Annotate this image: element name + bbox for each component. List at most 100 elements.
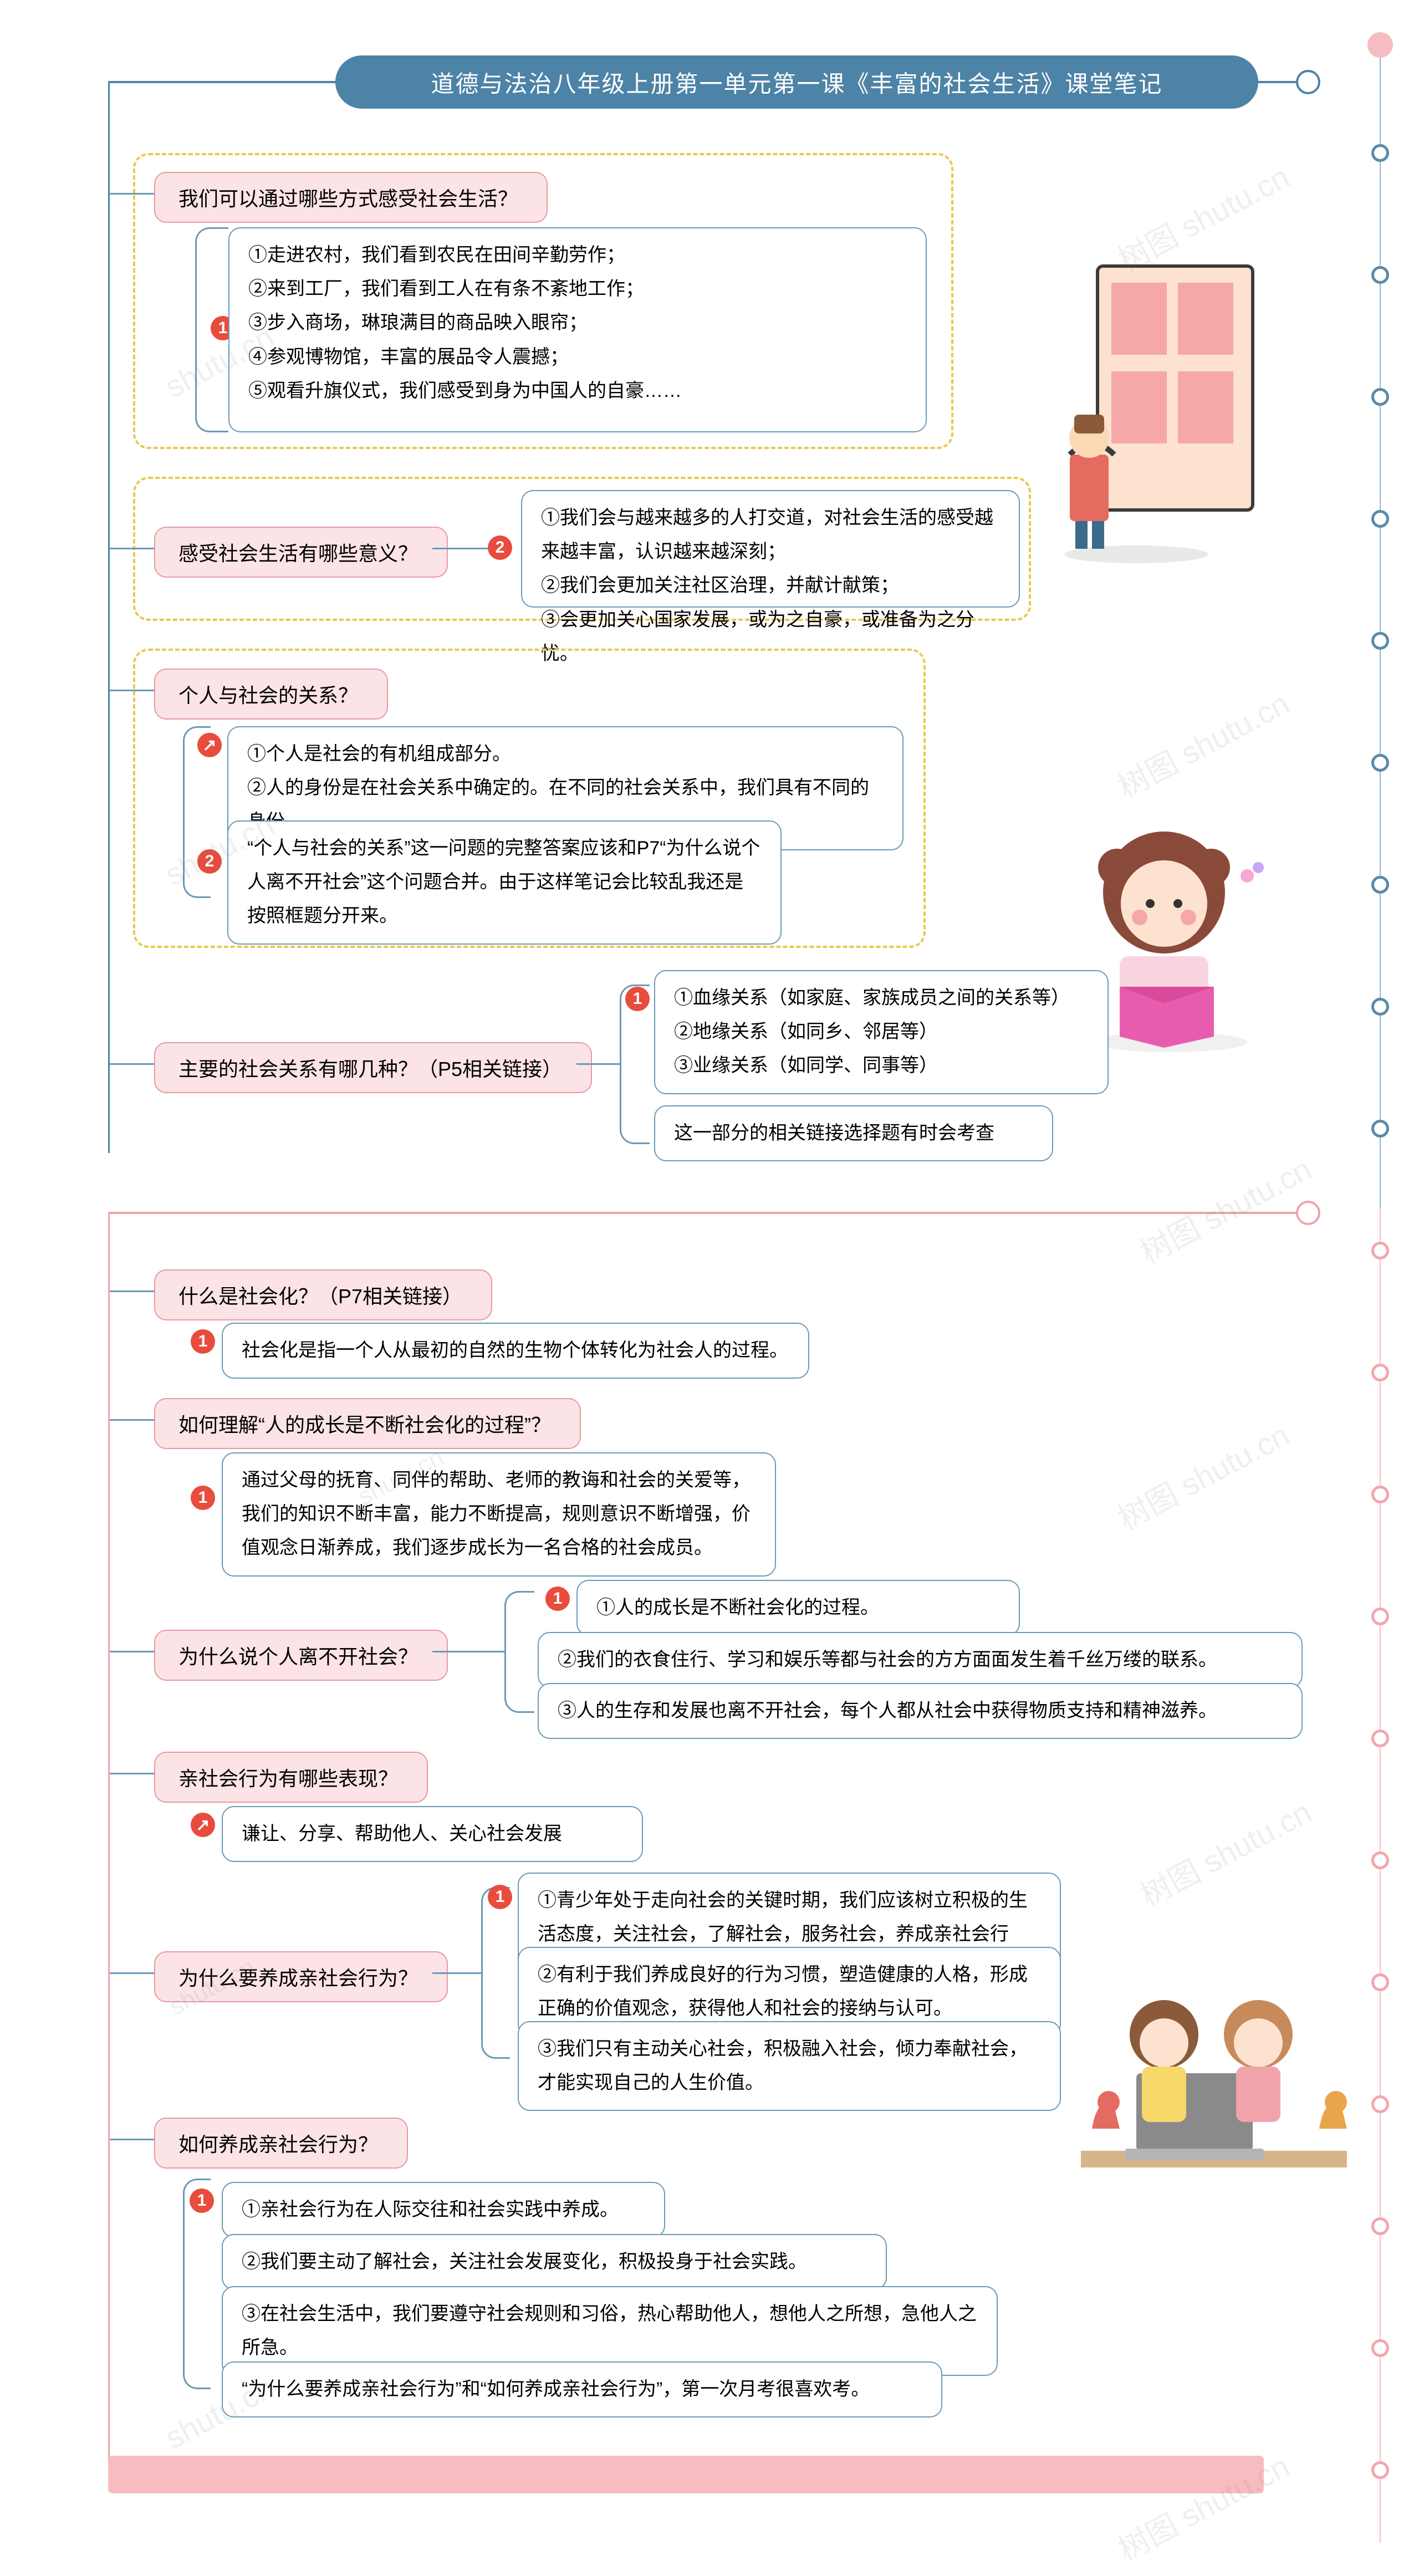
timeline-dot <box>1371 1486 1389 1503</box>
question-text: 为什么要养成亲社会行为？ <box>178 1967 418 1990</box>
answer-box: 谦让、分享、帮助他人、关心社会发展 <box>222 1806 643 1862</box>
answer-box: 通过父母的抚育、同伴的帮助、老师的教诲和社会的关爱等，我们的知识不断丰富，能力不… <box>222 1452 776 1577</box>
answer-line: ③在社会生活中，我们要遵守社会规则和习俗，热心帮助他人，想他人之所想，急他人之所… <box>242 2303 977 2358</box>
answer-line: “个人与社会的关系”这一问题的完整答案应该和P7“为什么说个人离不开社会”这个问… <box>247 838 760 926</box>
badge-number: 1 <box>191 1486 215 1510</box>
timeline-dot <box>1371 876 1389 894</box>
question-text: 亲社会行为有哪些表现？ <box>178 1767 398 1790</box>
question-pill: 为什么要养成亲社会行为？ <box>154 1951 448 2002</box>
question-text: 如何理解“人的成长是不断社会化的过程”？ <box>178 1414 551 1436</box>
answer-line: ①人的成长是不断社会化的过程。 <box>596 1597 879 1618</box>
connector <box>110 1651 154 1652</box>
answer-line: 这一部分的相关链接选择题有时会考查 <box>674 1123 994 1144</box>
answer-line: ④参观博物馆，丰富的展品令人震撼； <box>248 340 907 374</box>
badge-number: 2 <box>488 535 512 560</box>
mindmap-canvas: 道德与法治八年级上册第一单元第一课《丰富的社会生活》课堂笔记 我们可以通过哪些方… <box>0 0 1419 2576</box>
answer-line: ⑤观看升旗仪式，我们感受到身为中国人的自豪…… <box>248 374 907 408</box>
connector <box>110 1419 154 1421</box>
illustration-book-boy <box>1037 244 1303 565</box>
answer-box: ①走进农村，我们看到农民在田间辛勤劳作； ②来到工厂，我们看到工人在有条不紊地工… <box>228 227 927 432</box>
answer-line: ②有利于我们养成良好的行为习惯，塑造健康的人格，形成正确的价值观念，获得他人和社… <box>538 1964 1028 2019</box>
answer-line: ③业缘关系（如同学、同事等） <box>674 1049 1089 1083</box>
answer-box: ③我们只有主动关心社会，积极融入社会，倾力奉献社会，才能实现自己的人生价值。 <box>518 2021 1061 2111</box>
connector <box>110 2139 154 2140</box>
watermark: 树图 shutu.cn <box>1109 679 1297 807</box>
connector <box>432 1972 482 1974</box>
question-pill: 主要的社会关系有哪几种？（P5相关链接） <box>154 1042 592 1093</box>
question-pill: 亲社会行为有哪些表现？ <box>154 1752 428 1803</box>
answer-line: ①亲社会行为在人际交往和社会实践中养成。 <box>242 2199 619 2220</box>
question-text: 感受社会生活有哪些意义？ <box>178 542 418 565</box>
question-pill: 为什么说个人离不开社会？ <box>154 1630 448 1681</box>
timeline-dot <box>1371 2095 1389 2113</box>
timeline-dot <box>1371 2217 1389 2235</box>
answer-box: ①亲社会行为在人际交往和社会实践中养成。 <box>222 2182 665 2238</box>
answer-line: ③人的生存和发展也离不开社会，每个人都从社会中获得物质支持和精神滋养。 <box>558 1700 1217 1721</box>
answer-box: ②我们的衣食住行、学习和娱乐等都与社会的方方面面发生着千丝万缕的联系。 <box>538 1632 1303 1688</box>
connector <box>576 1063 621 1065</box>
timeline-dot <box>1371 510 1389 528</box>
timeline-dot <box>1371 1608 1389 1625</box>
question-text: 主要的社会关系有哪几种？（P5相关链接） <box>178 1058 562 1080</box>
connector <box>110 1290 154 1292</box>
badge-number: 2 <box>197 849 222 874</box>
answer-box: 社会化是指一个人从最初的自然的生物个体转化为社会人的过程。 <box>222 1323 809 1379</box>
answer-line: ①血缘关系（如家庭、家族成员之间的关系等） <box>674 981 1089 1015</box>
bottom-pink-bar <box>108 2456 1264 2493</box>
timeline-dot <box>1371 2461 1389 2479</box>
timeline-dot <box>1371 144 1389 162</box>
answer-box: ③人的生存和发展也离不开社会，每个人都从社会中获得物质支持和精神滋养。 <box>538 1683 1303 1739</box>
illustration-kids-laptop <box>1070 1962 1358 2217</box>
question-pill: 我们可以通过哪些方式感受社会生活？ <box>154 172 548 223</box>
answer-line: ③步入商场，琳琅满目的商品映入眼帘； <box>248 306 907 340</box>
answer-note-box: “个人与社会的关系”这一问题的完整答案应该和P7“为什么说个人离不开社会”这个问… <box>227 820 782 945</box>
timeline-dot <box>1371 2339 1389 2357</box>
answer-box: ①人的成长是不断社会化的过程。 <box>576 1580 1020 1636</box>
question-text: 个人与社会的关系？ <box>178 684 358 707</box>
title-bar-pink <box>108 1185 1308 1241</box>
badge-number: 1 <box>190 2189 214 2213</box>
connector <box>432 548 488 549</box>
question-pill: 如何养成亲社会行为？ <box>154 2118 408 2169</box>
answer-line: “为什么要养成亲社会行为”和“如何养成亲社会行为”，第一次月考很喜欢考。 <box>242 2379 870 2400</box>
answer-line: ①走进农村，我们看到农民在田间辛勤劳作； <box>248 238 907 272</box>
connector <box>110 548 154 549</box>
timeline-dot <box>1371 388 1389 406</box>
timeline-dot <box>1371 1120 1389 1137</box>
watermark: 树图 shutu.cn <box>1109 1411 1297 1539</box>
timeline-dot <box>1371 632 1389 650</box>
answer-line: 社会化是指一个人从最初的自然的生物个体转化为社会人的过程。 <box>242 1340 788 1361</box>
badge-arrow-icon: ↗ <box>197 733 222 757</box>
right-timeline <box>1379 44 1381 2543</box>
timeline-dot <box>1371 754 1389 772</box>
question-pill: 如何理解“人的成长是不断社会化的过程”？ <box>154 1398 581 1449</box>
question-text: 什么是社会化？（P7相关链接） <box>178 1285 462 1308</box>
spine-pink <box>108 1214 110 2478</box>
connector <box>110 1063 154 1065</box>
badge-number: 1 <box>625 987 650 1011</box>
title-text: 道德与法治八年级上册第一单元第一课《丰富的社会生活》课堂笔记 <box>335 55 1258 109</box>
timeline-dot <box>1371 1851 1389 1869</box>
answer-line: 谦让、分享、帮助他人、关心社会发展 <box>242 1823 562 1844</box>
watermark: 树图 shutu.cn <box>1131 1788 1319 1916</box>
connector <box>432 1651 504 1652</box>
answer-line: ②地缘关系（如同乡、邻居等） <box>674 1015 1089 1049</box>
connector <box>110 1773 154 1774</box>
answer-line: ③我们只有主动关心社会，积极融入社会，倾力奉献社会，才能实现自己的人生价值。 <box>538 2038 1028 2093</box>
badge-arrow-icon: ↗ <box>191 1813 215 1837</box>
question-pill: 个人与社会的关系？ <box>154 669 388 720</box>
answer-line: ②我们要主动了解社会，关注社会发展变化，积极投身于社会实践。 <box>242 2251 807 2272</box>
question-pill: 什么是社会化？（P7相关链接） <box>154 1269 492 1320</box>
question-text: 为什么说个人离不开社会？ <box>178 1645 418 1668</box>
badge-number: 1 <box>545 1587 570 1611</box>
bracket <box>504 1591 534 1713</box>
timeline-dot <box>1371 1242 1389 1259</box>
connector <box>110 193 154 195</box>
answer-box: ②我们要主动了解社会，关注社会发展变化，积极投身于社会实践。 <box>222 2234 887 2290</box>
answer-note-box: 这一部分的相关链接选择题有时会考查 <box>654 1105 1053 1161</box>
title-bar-blue: 道德与法治八年级上册第一单元第一课《丰富的社会生活》课堂笔记 <box>108 54 1308 110</box>
answer-line: ②我们的衣食住行、学习和娱乐等都与社会的方方面面发生着千丝万缕的联系。 <box>558 1649 1217 1670</box>
connector <box>110 690 154 691</box>
answer-line: 通过父母的抚育、同伴的帮助、老师的教诲和社会的关爱等，我们的知识不断丰富，能力不… <box>242 1470 751 1558</box>
answer-line: ②来到工厂，我们看到工人在有条不紊地工作； <box>248 272 907 306</box>
